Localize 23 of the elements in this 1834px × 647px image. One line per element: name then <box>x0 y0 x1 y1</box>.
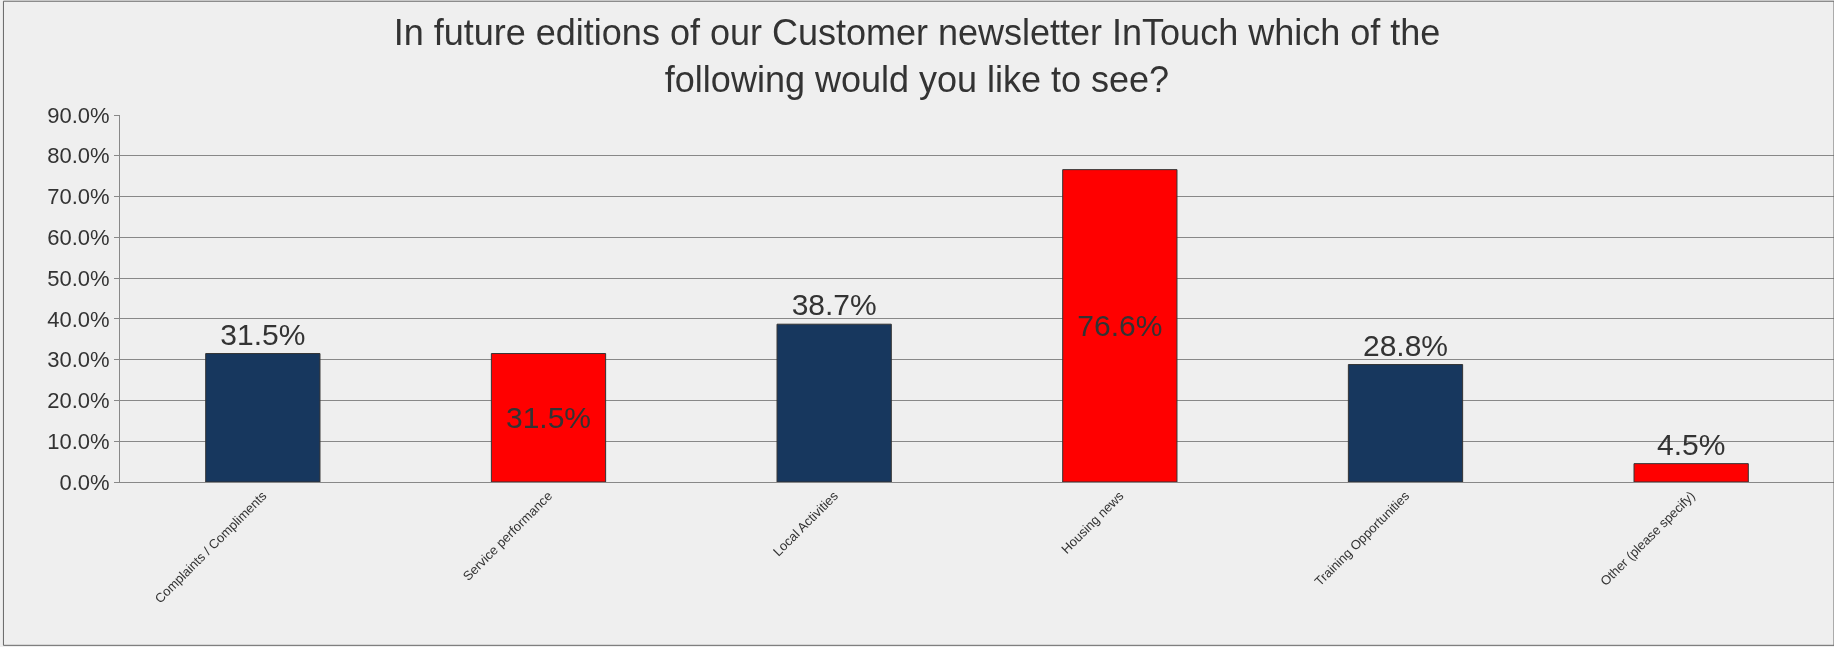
data-label: 4.5% <box>1656 427 1726 461</box>
y-tick-label: 20.0% <box>47 388 110 414</box>
data-label: 31.5% <box>505 401 592 435</box>
data-label: 28.8% <box>1362 328 1449 362</box>
data-label: 38.7% <box>791 288 877 322</box>
y-tick-label: 90.0% <box>47 102 110 128</box>
bar <box>490 353 607 482</box>
y-tick-label: 70.0% <box>47 184 110 210</box>
y-tick-label: 80.0% <box>47 143 110 169</box>
bar <box>1062 169 1178 482</box>
bar <box>205 353 321 482</box>
y-tick-label: 60.0% <box>47 225 110 251</box>
y-tick-label: 30.0% <box>47 347 110 373</box>
y-tick-label: 0.0% <box>59 469 110 495</box>
data-label: 31.5% <box>220 317 306 351</box>
data-label: 76.6% <box>1077 309 1163 343</box>
y-tick-label: 40.0% <box>47 306 110 332</box>
bar <box>776 323 892 482</box>
bar <box>1633 463 1749 482</box>
y-tick-label: 50.0% <box>47 265 110 291</box>
chart-title: In future editions of our Customer newsletter InTouch which of the following would you like to see? <box>393 12 1441 101</box>
bar <box>1347 364 1464 482</box>
y-tick-label: 10.0% <box>47 428 110 454</box>
